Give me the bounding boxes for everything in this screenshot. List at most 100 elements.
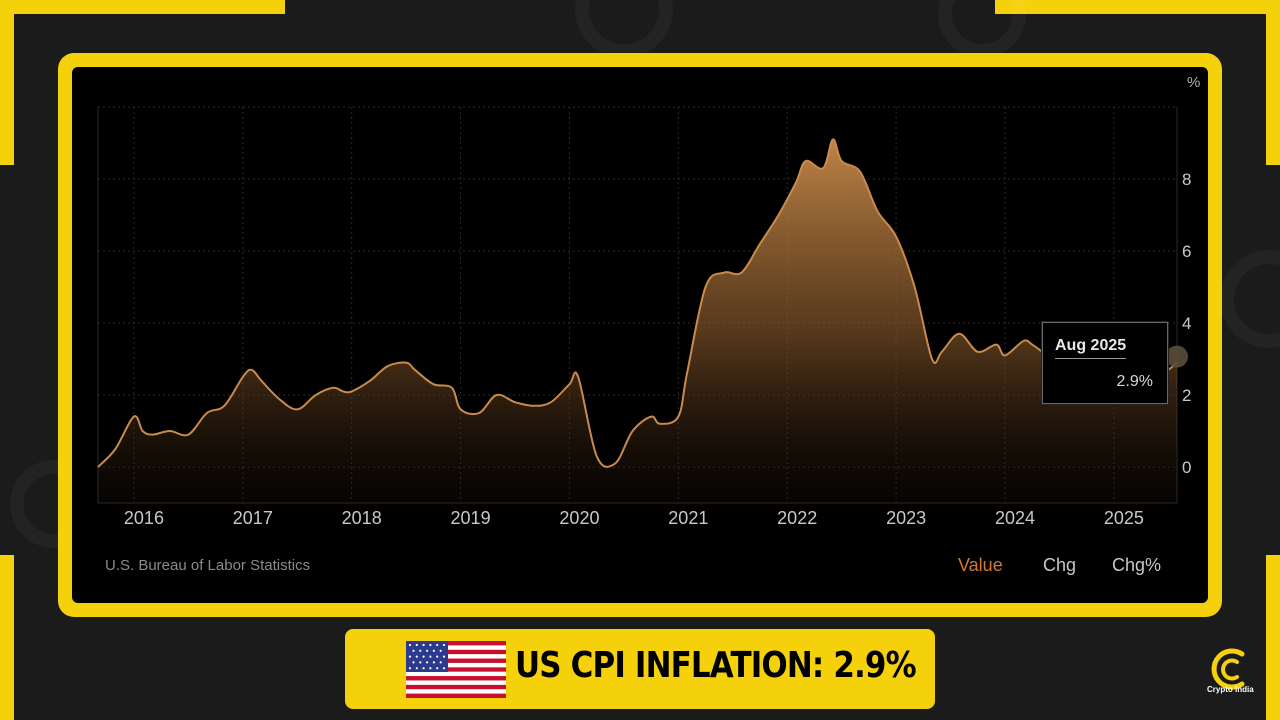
data-point — [459, 407, 463, 411]
data-point — [150, 433, 154, 437]
data-point — [940, 350, 944, 354]
data-point — [722, 271, 726, 275]
cpi-line — [97, 138, 1178, 468]
corner-accent-top-left — [0, 0, 285, 14]
data-point — [876, 209, 880, 213]
value-tooltip: Aug 2025 2.9% — [1042, 322, 1168, 404]
corner-accent-top-right — [995, 0, 1280, 14]
data-point — [658, 422, 662, 426]
data-point — [1003, 353, 1007, 357]
data-point — [250, 368, 254, 372]
data-point — [141, 429, 145, 433]
data-point — [495, 393, 499, 397]
x-tick-label: 2017 — [233, 508, 273, 528]
x-tick-label: 2019 — [451, 508, 491, 528]
data-point — [576, 375, 580, 379]
data-point — [758, 242, 762, 246]
data-point — [831, 137, 835, 141]
cpi-area — [98, 139, 1177, 503]
data-point — [205, 411, 209, 415]
data-point — [704, 285, 708, 289]
data-point — [994, 343, 998, 347]
data-point — [477, 411, 481, 415]
cpi-chart: % 0 2 4 6 8 2016 2017 2018 2019 2020 2021 2022 2023… — [96, 74, 1200, 528]
data-point — [186, 433, 190, 437]
data-point — [132, 415, 136, 419]
data-point — [113, 447, 117, 451]
mode-value-tab[interactable]: Value — [958, 555, 1003, 575]
headline-text: US CPI INFLATION: 2.9% — [515, 645, 917, 686]
data-point — [259, 379, 263, 383]
data-point — [1021, 339, 1025, 343]
x-axis-ticks: 2016 2017 2018 2019 2020 2021 2022 2023 2024 2025 — [124, 508, 1144, 528]
crypto-india-logo-icon — [1211, 648, 1245, 690]
data-point — [739, 271, 743, 275]
data-point — [804, 159, 808, 163]
data-point — [840, 159, 844, 163]
y-tick-label: 4 — [1182, 314, 1191, 333]
data-point — [821, 166, 825, 170]
data-point — [930, 357, 934, 361]
data-point — [913, 285, 917, 289]
y-axis-ticks: 0 2 4 6 8 — [1182, 170, 1191, 477]
data-point — [549, 400, 553, 404]
data-point — [404, 361, 408, 365]
x-tick-label: 2023 — [886, 508, 926, 528]
highlight-point[interactable] — [1166, 345, 1188, 368]
corner-accent-right-top — [1266, 0, 1280, 165]
data-point — [595, 454, 599, 458]
data-point — [685, 371, 689, 375]
data-point — [513, 400, 517, 404]
logo-text: Crypto India — [1207, 685, 1254, 694]
watermark-ring — [575, 0, 673, 58]
data-point — [168, 429, 172, 433]
x-tick-label: 2016 — [124, 508, 164, 528]
data-point — [241, 375, 245, 379]
data-point — [341, 389, 345, 393]
data-point — [532, 404, 536, 408]
corner-accent-left-top — [0, 0, 14, 165]
data-point — [277, 397, 281, 401]
data-point — [222, 404, 226, 408]
data-point — [894, 235, 898, 239]
data-point — [957, 332, 961, 336]
data-point — [613, 461, 617, 465]
data-point — [386, 364, 390, 368]
y-tick-label: 2 — [1182, 386, 1191, 405]
data-point — [295, 407, 299, 411]
headline-banner: US CPI INFLATION: 2.9% — [345, 629, 935, 709]
watermark-ring — [1220, 250, 1280, 348]
y-tick-label: 8 — [1182, 170, 1191, 189]
data-point — [858, 170, 862, 174]
chart-panel: % 0 2 4 6 8 2016 2017 2018 2019 2020 2021 2022 2023… — [72, 67, 1208, 603]
data-point — [976, 350, 980, 354]
x-tick-label: 2025 — [1104, 508, 1144, 528]
data-point — [676, 415, 680, 419]
data-source: U.S. Bureau of Labor Statistics — [105, 557, 311, 574]
data-point — [794, 181, 798, 185]
corner-accent-right-bottom — [1266, 555, 1280, 720]
data-point — [350, 389, 354, 393]
watermark-ring — [938, 0, 1026, 58]
mode-chg-tab[interactable]: Chg — [1043, 555, 1077, 575]
data-point — [431, 382, 435, 386]
data-point — [1030, 343, 1034, 347]
y-axis-unit: % — [1187, 74, 1200, 91]
tooltip-value: 2.9% — [1116, 373, 1153, 390]
mode-chg-percent-tab[interactable]: Chg% — [1112, 555, 1162, 575]
x-tick-label: 2021 — [668, 508, 708, 528]
data-point — [776, 213, 780, 217]
data-point — [96, 465, 100, 469]
x-tick-label: 2018 — [342, 508, 382, 528]
data-point — [368, 379, 372, 383]
tooltip-date: Aug 2025 — [1055, 337, 1127, 359]
y-tick-label: 0 — [1182, 458, 1191, 477]
data-point — [314, 393, 318, 397]
data-point — [649, 415, 653, 419]
data-point — [567, 382, 571, 386]
y-tick-label: 6 — [1182, 242, 1191, 261]
us-flag-icon — [406, 641, 506, 698]
data-point — [631, 429, 635, 433]
corner-accent-left-bottom — [0, 555, 14, 720]
data-point — [413, 368, 417, 372]
